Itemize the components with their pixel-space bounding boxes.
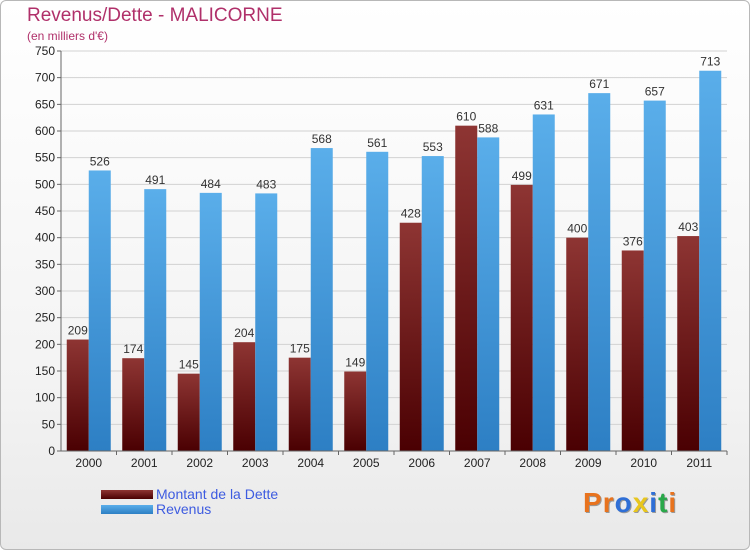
x-tick-label-2007: 2007 (464, 456, 491, 470)
data-label-dette-2000: 209 (68, 324, 88, 338)
data-label-revenus-2000: 526 (90, 154, 110, 168)
x-tick-label-2004: 2004 (297, 456, 324, 470)
data-label-dette-2010: 376 (623, 234, 643, 248)
x-tick-label-2002: 2002 (186, 456, 213, 470)
bar-dette-2002 (177, 373, 200, 451)
legend-label-dette: Montant de la Dette (156, 486, 279, 502)
bar-revenus-2006 (421, 156, 444, 452)
legend-swatch-revenus (101, 505, 153, 514)
x-tick-label-2008: 2008 (519, 456, 546, 470)
bar-dette-2009 (566, 237, 589, 451)
x-tick-label-2001: 2001 (131, 456, 158, 470)
bar-dette-2004 (288, 357, 311, 451)
logo-letter-5: t (658, 487, 669, 518)
logo-letter-1: r (602, 487, 615, 518)
y-tick-label-0: 0 (48, 444, 55, 458)
bar-chart: 0 50 100 150 200 250 300 350 400 450 500 550 600 650 7… (35, 44, 728, 470)
y-tick-label-100: 100 (35, 391, 55, 405)
bar-revenus-2002 (199, 192, 222, 451)
data-label-dette-2009: 400 (567, 222, 587, 236)
gridlines (61, 50, 727, 452)
data-label-revenus-2011: 713 (700, 55, 720, 69)
bar-dette-2005 (344, 371, 367, 451)
data-label-dette-2005: 149 (345, 356, 365, 370)
x-tick-label-2003: 2003 (242, 456, 269, 470)
data-label-dette-2004: 175 (290, 342, 310, 356)
data-label-dette-2007: 610 (456, 110, 476, 124)
y-tick-label-500: 500 (35, 177, 55, 191)
bar-dette-2001 (122, 358, 145, 451)
data-label-revenus-2005: 561 (367, 136, 387, 150)
bar-revenus-2009 (588, 93, 611, 451)
axes: 0 50 100 150 200 250 300 350 400 450 500 550 600 650 7… (35, 44, 728, 470)
bar-revenus-2005 (366, 151, 389, 452)
chart-subtitle: (en milliers d'€) (27, 29, 108, 43)
y-tick-label-250: 250 (35, 311, 55, 325)
bar-dette-2010 (621, 250, 644, 451)
bar-dette-2007 (455, 125, 478, 452)
y-tick-label-400: 400 (35, 231, 55, 245)
data-labels: 209 526 174 491 145 484 204 483 175 568 149 561 428 5… (68, 55, 721, 372)
bar-revenus-2003 (255, 193, 278, 451)
y-tick-label-50: 50 (42, 417, 56, 431)
data-label-revenus-2002: 484 (201, 177, 221, 191)
data-label-dette-2011: 403 (678, 220, 698, 234)
data-label-dette-2001: 174 (123, 342, 143, 356)
logo-letter-4: i (649, 487, 659, 518)
logo-letter-2: o (614, 487, 633, 518)
x-tick-label-2009: 2009 (575, 456, 602, 470)
bar-revenus-2008 (532, 114, 555, 451)
data-label-revenus-2001: 491 (145, 173, 165, 187)
x-tick-label-2010: 2010 (630, 456, 657, 470)
bar-dette-2006 (399, 222, 422, 451)
data-label-dette-2006: 428 (401, 207, 421, 221)
y-tick-label-650: 650 (35, 97, 55, 111)
bar-dette-2011 (677, 236, 700, 451)
legend-swatch-dette (101, 490, 153, 499)
data-label-revenus-2010: 657 (645, 85, 665, 99)
y-tick-label-450: 450 (35, 204, 55, 218)
bar-revenus-2000 (88, 170, 111, 451)
x-tick-label-2011: 2011 (686, 456, 712, 470)
bars (66, 70, 722, 452)
y-tick-label-200: 200 (35, 337, 55, 351)
data-label-dette-2008: 499 (512, 169, 532, 183)
bar-revenus-2011 (699, 70, 722, 451)
data-label-revenus-2006: 553 (423, 140, 443, 154)
x-tick-label-2006: 2006 (408, 456, 435, 470)
bar-revenus-2004 (310, 148, 333, 452)
legend-label-revenus: Revenus (156, 501, 212, 517)
y-tick-label-300: 300 (35, 284, 55, 298)
bar-dette-2003 (233, 342, 256, 451)
y-tick-label-150: 150 (35, 364, 55, 378)
data-label-dette-2002: 145 (179, 358, 199, 372)
logo-letter-0: P (583, 487, 603, 518)
x-tick-label-2005: 2005 (353, 456, 380, 470)
proxiti-logo: Proxiti (583, 487, 677, 519)
logo-letter-6: i (668, 487, 678, 518)
bar-revenus-2010 (643, 100, 666, 451)
data-label-revenus-2007: 588 (478, 121, 498, 135)
chart-title: Revenus/Dette - MALICORNE (27, 5, 283, 26)
y-tick-label-750: 750 (35, 44, 55, 58)
data-label-revenus-2004: 568 (312, 132, 332, 146)
y-tick-label-350: 350 (35, 257, 55, 271)
data-label-revenus-2009: 671 (589, 77, 609, 91)
y-tick-label-550: 550 (35, 151, 55, 165)
bar-dette-2008 (510, 184, 533, 451)
bar-revenus-2001 (144, 189, 167, 451)
logo-letter-3: x (632, 487, 650, 518)
x-tick-label-2000: 2000 (75, 456, 102, 470)
data-label-dette-2003: 204 (234, 326, 254, 340)
data-label-revenus-2008: 631 (534, 98, 554, 112)
bar-dette-2000 (66, 339, 89, 451)
y-tick-label-700: 700 (35, 71, 55, 85)
bar-revenus-2007 (477, 137, 500, 451)
data-label-revenus-2003: 483 (256, 177, 276, 191)
y-tick-label-600: 600 (35, 124, 55, 138)
